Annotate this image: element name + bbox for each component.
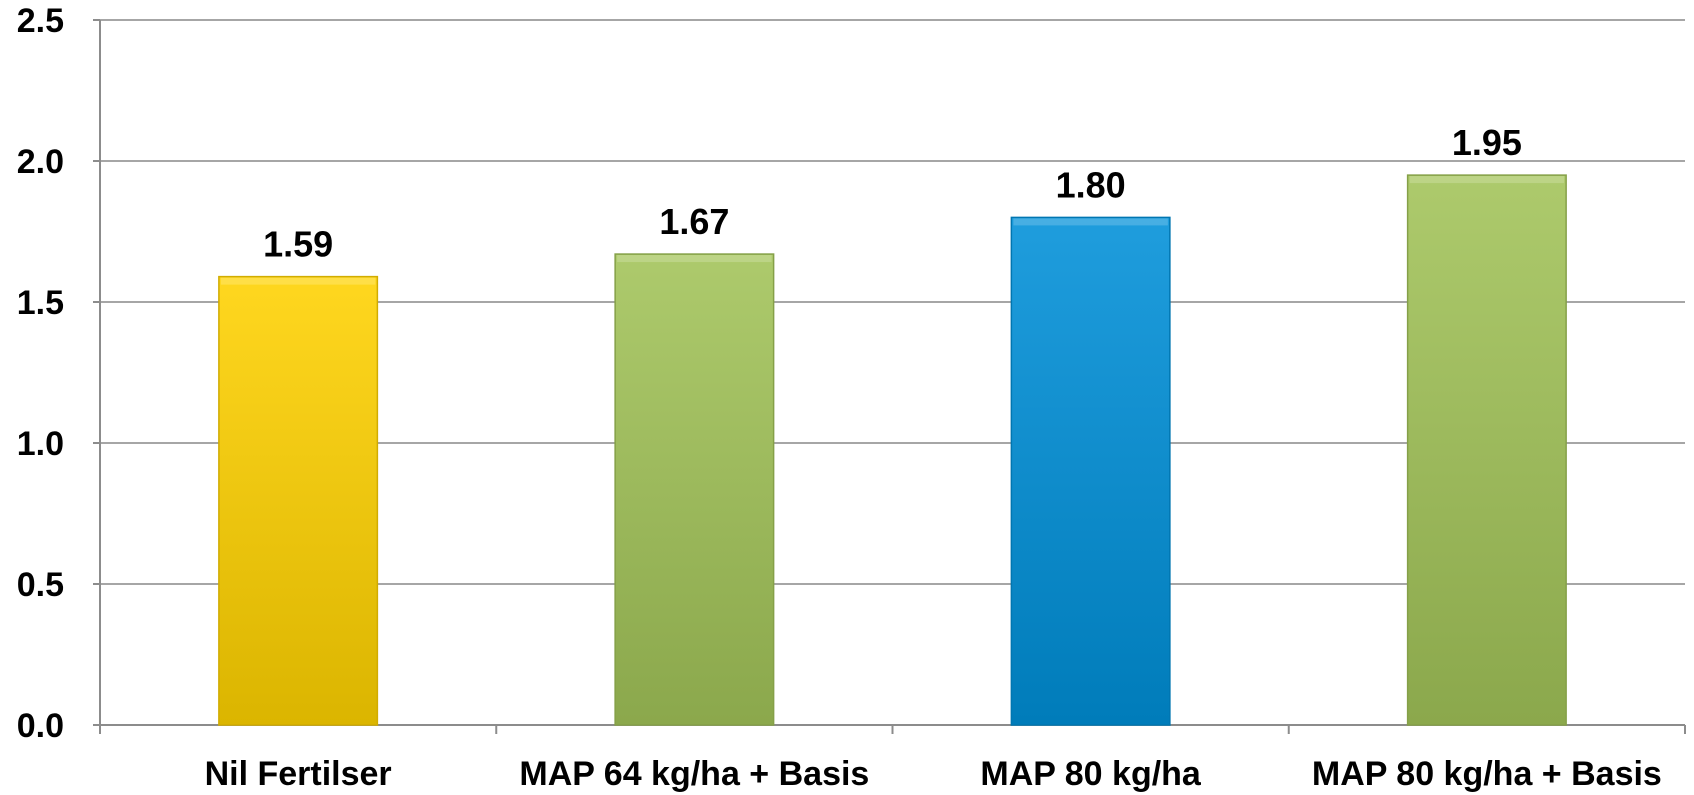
data-label: 1.59: [263, 224, 333, 265]
bars: [218, 174, 1567, 726]
y-tick-label: 2.5: [17, 2, 64, 40]
bar-highlight: [1409, 176, 1565, 184]
y-tick-label: 1.5: [17, 284, 64, 322]
data-label: 1.95: [1452, 122, 1522, 163]
y-tick-label: 1.0: [17, 425, 64, 463]
y-tick-label: 2.0: [17, 143, 64, 181]
x-tick-label: MAP 80 kg/ha + Basis: [1312, 755, 1662, 793]
y-tick-label: 0.0: [17, 707, 64, 745]
bar-highlight: [220, 277, 376, 285]
x-tick-label: Nil Fertilser: [205, 755, 392, 793]
bar: [614, 253, 775, 726]
x-tick-label: MAP 80 kg/ha: [980, 755, 1202, 793]
bar: [1406, 174, 1567, 726]
labels: 0.0 0.5 1.0 1.5 2.0 2.5 1.59 Nil Fertilser 1.67 M…: [17, 2, 1662, 793]
data-label: 1.80: [1056, 164, 1126, 205]
x-tick-label: MAP 64 kg/ha + Basis: [519, 755, 869, 793]
data-label: 1.67: [659, 201, 729, 242]
bar: [218, 275, 379, 726]
bar-highlight: [1013, 218, 1168, 226]
y-tick-label: 0.5: [17, 566, 64, 604]
bar: [1010, 216, 1171, 726]
bar-highlight: [617, 255, 772, 263]
